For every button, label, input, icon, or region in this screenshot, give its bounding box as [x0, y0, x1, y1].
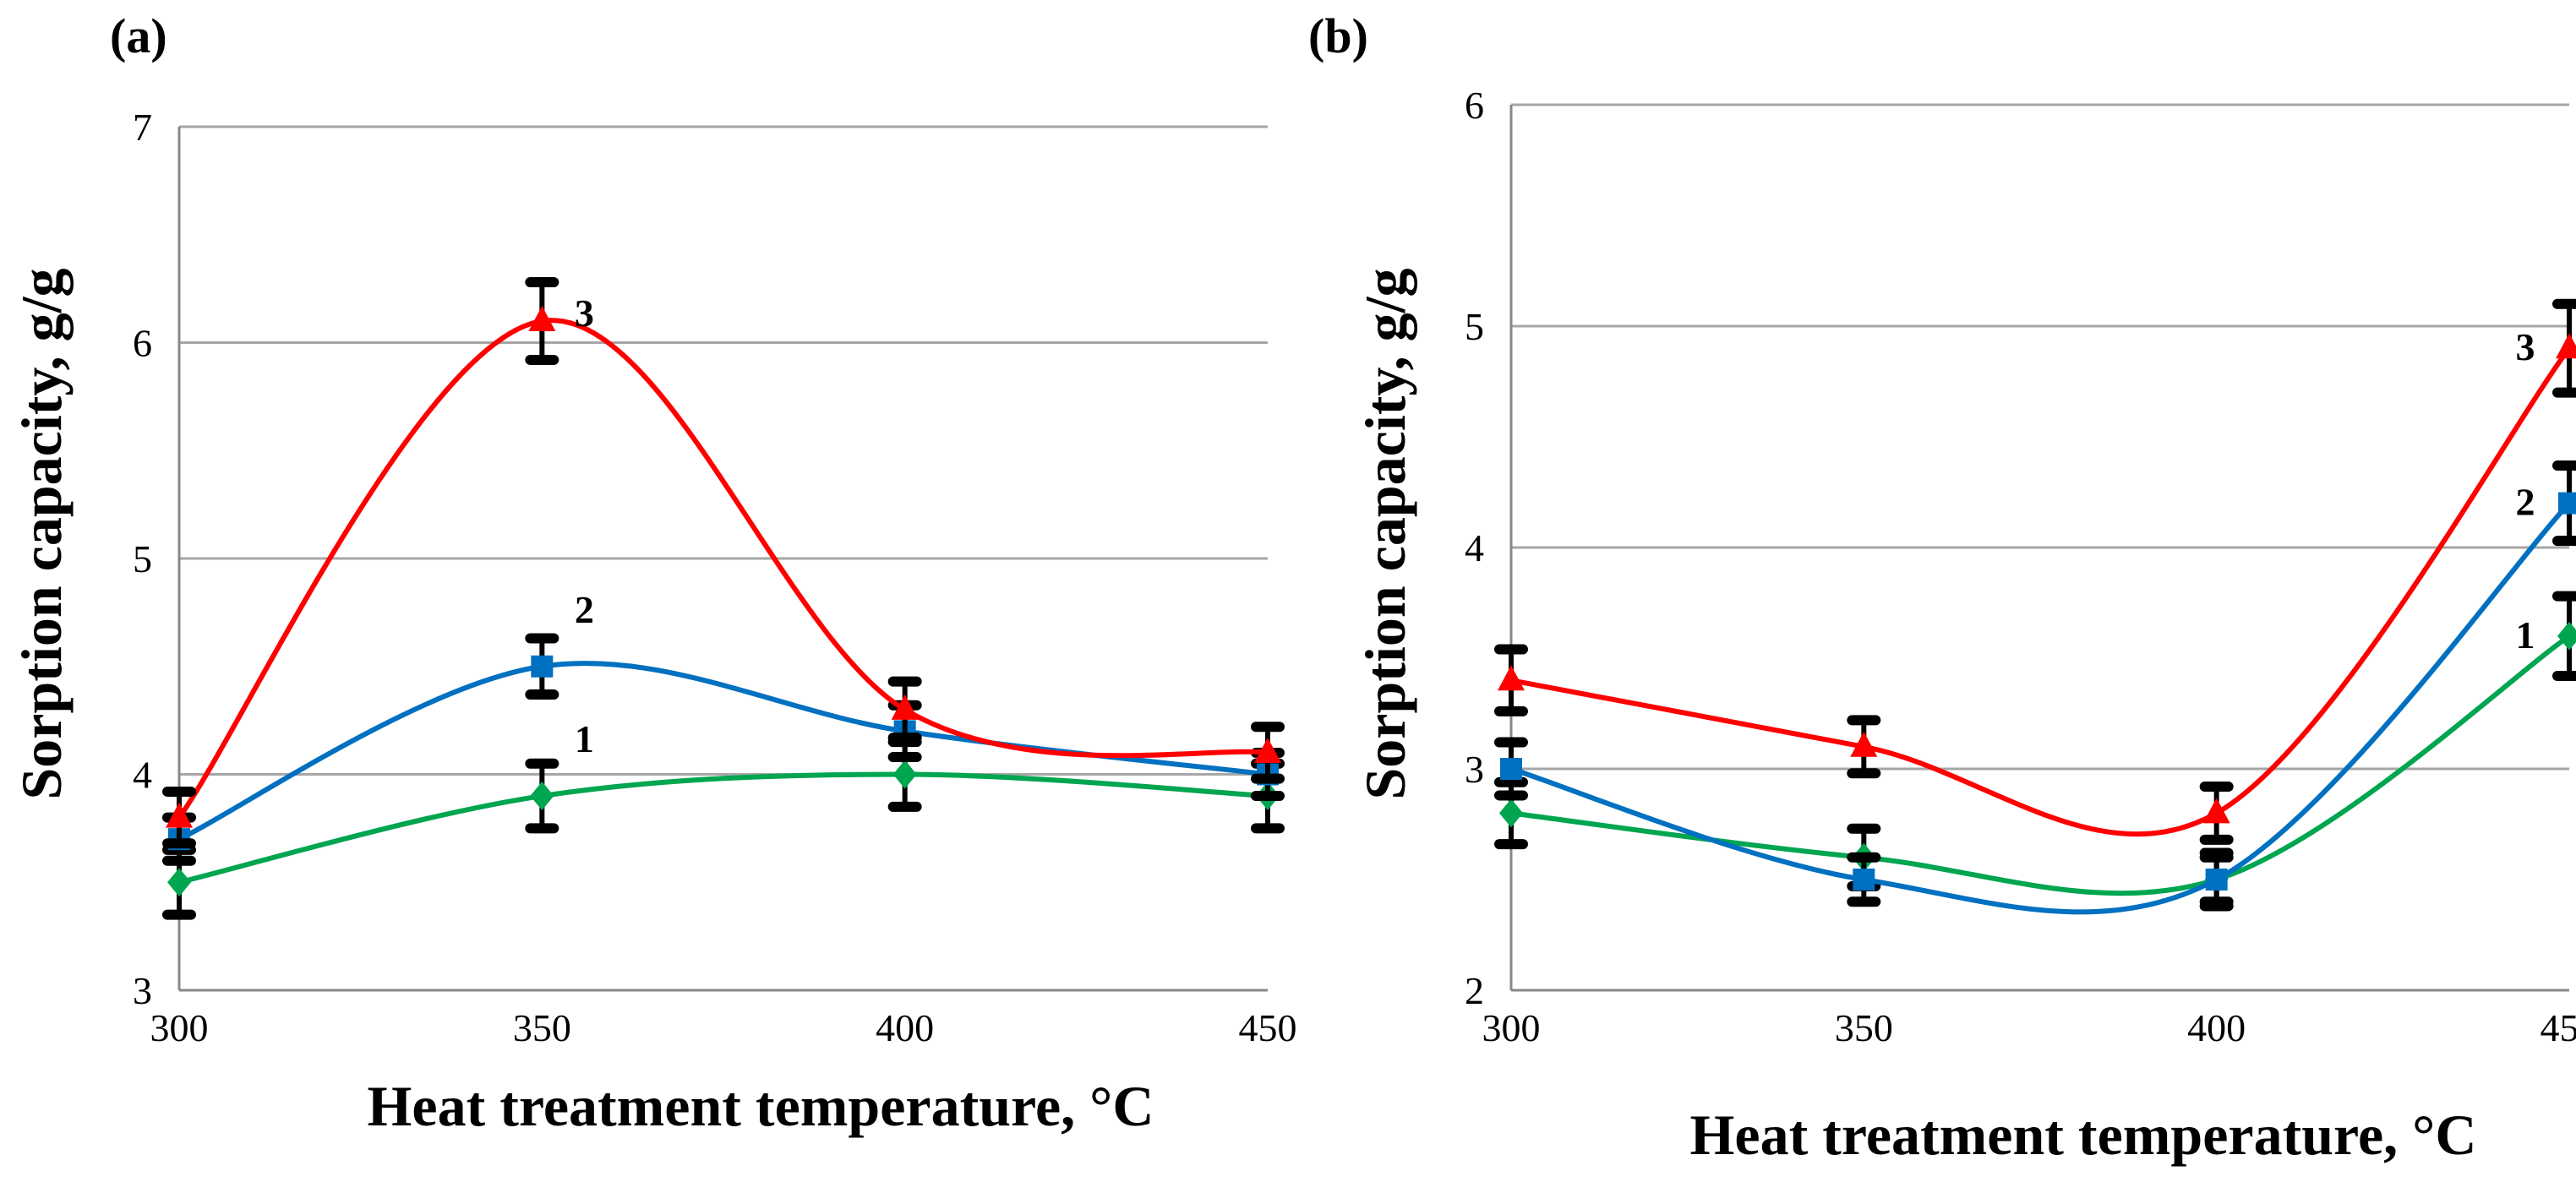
- panel-a-data-point: [891, 694, 919, 720]
- panel-a-data-point: [167, 868, 191, 897]
- panel-a-x-axis-title: Heat treatment temperature, °C: [368, 1074, 1154, 1138]
- panel-a-data-point: [530, 782, 554, 811]
- panel-a-x-tick-label: 300: [150, 1006, 209, 1049]
- panel-b-data-point: [2557, 621, 2576, 651]
- panel-b-data-point: [1850, 731, 1878, 757]
- panel-a-data-point: [1254, 737, 1281, 763]
- panel-b-series-3: [1494, 298, 2576, 845]
- panel-a-series-2: [162, 633, 1285, 866]
- panel-a-series-line: [178, 771, 1269, 885]
- panel-a-x-tick-label: 350: [513, 1006, 571, 1049]
- panel-a-y-axis-title: Sorption capacity, g/g: [9, 268, 74, 799]
- panel-b-y-tick-label: 3: [1465, 748, 1484, 791]
- panel-b-series-line: [1510, 501, 2572, 915]
- panel-a-y-tick-label: 6: [133, 322, 152, 365]
- panel-a-series-line: [177, 318, 1269, 820]
- panel-a-label: (a): [110, 8, 167, 63]
- panel-b-series-label: 1: [2516, 613, 2535, 656]
- panel-b-label: (b): [1308, 8, 1368, 63]
- chart-panel-b: (b) Heat treatment temperature, °C Sorpt…: [1308, 8, 2576, 1167]
- panel-b-series-1: [1494, 591, 2576, 912]
- panel-b-data-point: [1498, 665, 1525, 691]
- panel-b-series-2: [1494, 460, 2576, 915]
- panel-b-y-axis-title: Sorption capacity, g/g: [1353, 268, 1417, 799]
- panel-b-data-point: [2205, 869, 2228, 891]
- panel-b-data-point: [2556, 333, 2576, 359]
- panel-b-y-tick-label: 2: [1465, 969, 1484, 1012]
- panel-a-data-point: [531, 655, 554, 678]
- panel-a-series-3: [162, 276, 1285, 849]
- panel-a-x-tick-label: 400: [876, 1006, 934, 1049]
- panel-b-series-line: [1510, 634, 2571, 896]
- panel-a-y-tick-label: 3: [133, 969, 152, 1012]
- panel-b-x-tick-label: 300: [1482, 1006, 1541, 1049]
- panel-a-y-tick-label: 5: [133, 537, 152, 580]
- panel-a-y-tick-label: 4: [133, 754, 152, 797]
- panel-a-series-label: 1: [575, 717, 594, 760]
- panel-a-series-line: [177, 661, 1269, 842]
- panel-b-data-point: [1853, 869, 1875, 891]
- panel-b-y-tick-label: 6: [1465, 84, 1484, 127]
- panel-b-y-tick-label: 5: [1465, 305, 1484, 348]
- panel-a-data-point: [892, 760, 917, 789]
- panel-b-x-axis-title: Heat treatment temperature, °C: [1690, 1103, 2477, 1167]
- panel-b-x-tick-label: 450: [2541, 1006, 2576, 1049]
- panel-b-series-label: 2: [2516, 481, 2535, 524]
- panel-b-y-tick-label: 4: [1465, 526, 1484, 569]
- panel-a-series-1: [162, 737, 1285, 920]
- panel-b-data-point: [1499, 798, 1523, 828]
- panel-b-series-label: 3: [2516, 325, 2535, 368]
- panel-a-series-label: 3: [575, 291, 594, 335]
- panel-b-series-line: [1510, 346, 2572, 837]
- chart-panel-a: (a) Heat treatment temperature, °C Sorpt…: [9, 8, 1297, 1138]
- panel-a-y-tick-label: 7: [133, 106, 152, 149]
- panel-b-data-point: [2558, 492, 2576, 515]
- panel-a-series-label: 2: [575, 588, 594, 631]
- panel-b-data-point: [2202, 798, 2230, 824]
- panel-a-data-point: [528, 305, 556, 331]
- panel-b-data-point: [1500, 758, 1522, 780]
- panel-b-x-tick-label: 350: [1835, 1006, 1893, 1049]
- panel-b-x-tick-label: 400: [2187, 1006, 2246, 1049]
- panel-a-data-point: [166, 802, 193, 828]
- panel-a-x-tick-label: 450: [1239, 1006, 1297, 1049]
